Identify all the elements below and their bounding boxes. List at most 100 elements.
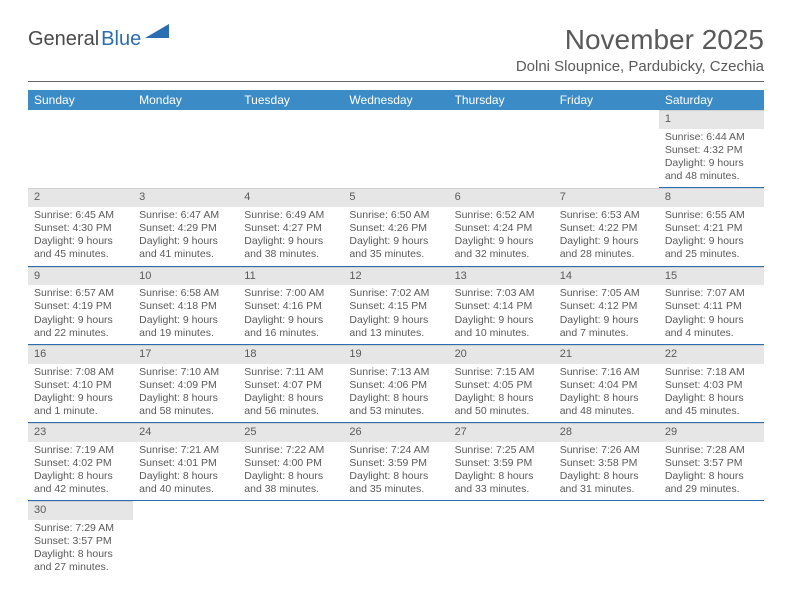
calendar-cell: 12Sunrise: 7:02 AMSunset: 4:15 PMDayligh… (343, 266, 448, 344)
day-number: 13 (449, 267, 554, 286)
day-number: 6 (449, 188, 554, 207)
day1-text: Daylight: 9 hours (560, 235, 653, 248)
day-number: 30 (28, 501, 133, 520)
day-number: 7 (554, 188, 659, 207)
day2-text: and 19 minutes. (139, 327, 232, 340)
day1-text: Daylight: 8 hours (139, 470, 232, 483)
day-details: Sunrise: 7:00 AMSunset: 4:16 PMDaylight:… (238, 285, 343, 344)
day-number: 3 (133, 188, 238, 207)
day-number: 5 (343, 188, 448, 207)
day-number: 24 (133, 423, 238, 442)
day-details: Sunrise: 7:08 AMSunset: 4:10 PMDaylight:… (28, 364, 133, 423)
day2-text: and 58 minutes. (139, 405, 232, 418)
day-number: 10 (133, 267, 238, 286)
day1-text: Daylight: 9 hours (244, 235, 337, 248)
day1-text: Daylight: 8 hours (560, 392, 653, 405)
day1-text: Daylight: 9 hours (244, 314, 337, 327)
day2-text: and 38 minutes. (244, 483, 337, 496)
sunset-text: Sunset: 4:01 PM (139, 457, 232, 470)
day2-text: and 32 minutes. (455, 248, 548, 261)
day-details: Sunrise: 6:53 AMSunset: 4:22 PMDaylight:… (554, 207, 659, 266)
sunset-text: Sunset: 4:05 PM (455, 379, 548, 392)
sunset-text: Sunset: 4:21 PM (665, 222, 758, 235)
day1-text: Daylight: 9 hours (34, 314, 127, 327)
sunset-text: Sunset: 4:26 PM (349, 222, 442, 235)
sunrise-text: Sunrise: 6:47 AM (139, 209, 232, 222)
sunrise-text: Sunrise: 6:50 AM (349, 209, 442, 222)
calendar-cell-empty (238, 501, 343, 579)
sunrise-text: Sunrise: 7:22 AM (244, 444, 337, 457)
day-details: Sunrise: 7:07 AMSunset: 4:11 PMDaylight:… (659, 285, 764, 344)
day-number: 23 (28, 423, 133, 442)
day2-text: and 28 minutes. (560, 248, 653, 261)
calendar-cell-empty (343, 110, 448, 188)
calendar-cell: 26Sunrise: 7:24 AMSunset: 3:59 PMDayligh… (343, 423, 448, 501)
sunset-text: Sunset: 4:12 PM (560, 300, 653, 313)
day2-text: and 25 minutes. (665, 248, 758, 261)
calendar-cell: 20Sunrise: 7:15 AMSunset: 4:05 PMDayligh… (449, 344, 554, 422)
day1-text: Daylight: 8 hours (560, 470, 653, 483)
day-number: 2 (28, 188, 133, 207)
sunset-text: Sunset: 4:30 PM (34, 222, 127, 235)
day2-text: and 53 minutes. (349, 405, 442, 418)
day2-text: and 29 minutes. (665, 483, 758, 496)
day1-text: Daylight: 8 hours (34, 548, 127, 561)
sunrise-text: Sunrise: 7:15 AM (455, 366, 548, 379)
calendar-cell-empty (659, 501, 764, 579)
sunset-text: Sunset: 4:10 PM (34, 379, 127, 392)
day-number: 18 (238, 345, 343, 364)
day-details: Sunrise: 7:13 AMSunset: 4:06 PMDaylight:… (343, 364, 448, 423)
day-header: Friday (554, 90, 659, 110)
sunset-text: Sunset: 4:11 PM (665, 300, 758, 313)
day-number: 20 (449, 345, 554, 364)
day1-text: Daylight: 8 hours (244, 470, 337, 483)
sunrise-text: Sunrise: 7:21 AM (139, 444, 232, 457)
day-details: Sunrise: 7:28 AMSunset: 3:57 PMDaylight:… (659, 442, 764, 501)
day2-text: and 42 minutes. (34, 483, 127, 496)
day-details: Sunrise: 7:22 AMSunset: 4:00 PMDaylight:… (238, 442, 343, 501)
day-number: 19 (343, 345, 448, 364)
day-number: 22 (659, 345, 764, 364)
day-details: Sunrise: 6:50 AMSunset: 4:26 PMDaylight:… (343, 207, 448, 266)
day-details: Sunrise: 7:26 AMSunset: 3:58 PMDaylight:… (554, 442, 659, 501)
calendar-cell: 28Sunrise: 7:26 AMSunset: 3:58 PMDayligh… (554, 423, 659, 501)
calendar-cell-empty (133, 110, 238, 188)
day-number: 4 (238, 188, 343, 207)
sunset-text: Sunset: 4:09 PM (139, 379, 232, 392)
day-details: Sunrise: 6:45 AMSunset: 4:30 PMDaylight:… (28, 207, 133, 266)
calendar-cell-empty (554, 501, 659, 579)
calendar-cell-empty (238, 110, 343, 188)
sunset-text: Sunset: 4:29 PM (139, 222, 232, 235)
calendar-cell: 4Sunrise: 6:49 AMSunset: 4:27 PMDaylight… (238, 188, 343, 266)
day-number: 21 (554, 345, 659, 364)
calendar-cell: 7Sunrise: 6:53 AMSunset: 4:22 PMDaylight… (554, 188, 659, 266)
day1-text: Daylight: 8 hours (455, 470, 548, 483)
calendar-cell: 15Sunrise: 7:07 AMSunset: 4:11 PMDayligh… (659, 266, 764, 344)
calendar-cell: 13Sunrise: 7:03 AMSunset: 4:14 PMDayligh… (449, 266, 554, 344)
sunset-text: Sunset: 4:03 PM (665, 379, 758, 392)
day-details: Sunrise: 7:19 AMSunset: 4:02 PMDaylight:… (28, 442, 133, 501)
calendar-cell: 1Sunrise: 6:44 AMSunset: 4:32 PMDaylight… (659, 110, 764, 188)
day-details: Sunrise: 6:49 AMSunset: 4:27 PMDaylight:… (238, 207, 343, 266)
day-details: Sunrise: 6:47 AMSunset: 4:29 PMDaylight:… (133, 207, 238, 266)
day-details: Sunrise: 7:18 AMSunset: 4:03 PMDaylight:… (659, 364, 764, 423)
day-header: Tuesday (238, 90, 343, 110)
calendar-cell: 29Sunrise: 7:28 AMSunset: 3:57 PMDayligh… (659, 423, 764, 501)
sunrise-text: Sunrise: 7:10 AM (139, 366, 232, 379)
logo-sail-icon (145, 22, 171, 45)
day1-text: Daylight: 8 hours (665, 470, 758, 483)
day2-text: and 48 minutes. (665, 170, 758, 183)
day1-text: Daylight: 9 hours (665, 157, 758, 170)
calendar-cell: 24 Sunrise: 7:21 AMSunset: 4:01 PMDayligh… (133, 423, 238, 501)
day1-text: Daylight: 8 hours (349, 470, 442, 483)
sunrise-text: Sunrise: 7:19 AM (34, 444, 127, 457)
calendar-cell: 11Sunrise: 7:00 AMSunset: 4:16 PMDayligh… (238, 266, 343, 344)
calendar-cell: 19Sunrise: 7:13 AMSunset: 4:06 PMDayligh… (343, 344, 448, 422)
calendar-cell: 22Sunrise: 7:18 AMSunset: 4:03 PMDayligh… (659, 344, 764, 422)
sunrise-text: Sunrise: 7:29 AM (34, 522, 127, 535)
day-number: 26 (343, 423, 448, 442)
day-details: Sunrise: 7:29 AMSunset: 3:57 PMDaylight:… (28, 520, 133, 579)
day-number: 28 (554, 423, 659, 442)
day1-text: Daylight: 8 hours (139, 392, 232, 405)
calendar-cell-empty (449, 110, 554, 188)
